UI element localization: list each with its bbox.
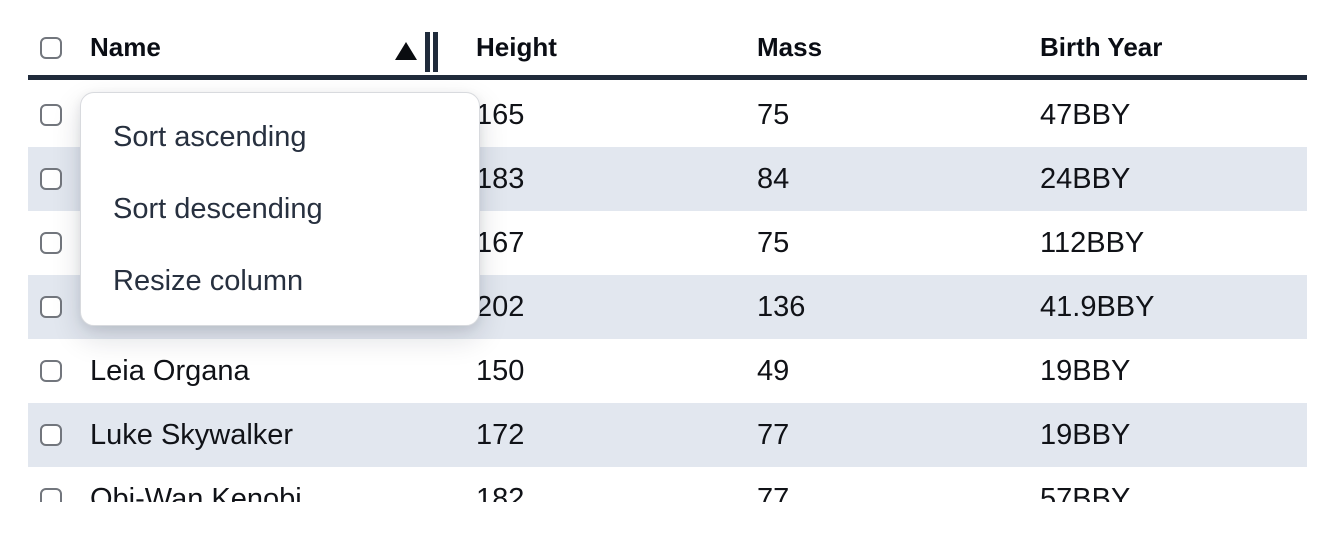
- column-header-height-label: Height: [476, 32, 557, 62]
- row-checkbox[interactable]: [40, 424, 62, 446]
- cell-birth-year: 24BBY: [1040, 162, 1131, 195]
- cell-birth-year: 19BBY: [1040, 418, 1131, 451]
- row-checkbox[interactable]: [40, 104, 62, 126]
- header-checkbox-cell: [28, 36, 90, 59]
- cell-height: 182: [476, 482, 525, 503]
- cell-mass: 77: [757, 482, 790, 503]
- cell-height: 183: [476, 162, 525, 195]
- table-row: Luke Skywalker 172 77 19BBY: [28, 403, 1307, 467]
- cell-name: Luke Skywalker: [90, 418, 294, 451]
- table-row: Leia Organa 150 49 19BBY: [28, 339, 1307, 403]
- column-header-height[interactable]: Height: [476, 32, 757, 63]
- cell-mass: 49: [757, 354, 790, 387]
- cell-name: Leia Organa: [90, 354, 250, 387]
- column-context-menu: Sort ascending Sort descending Resize co…: [80, 92, 480, 326]
- resize-bar-icon: [425, 32, 430, 72]
- table-header: Name Height Mass Birth Year: [28, 20, 1307, 80]
- cell-birth-year: 41.9BBY: [1040, 290, 1155, 323]
- cell-height: 150: [476, 354, 525, 387]
- cell-name: Obi-Wan Kenobi: [90, 482, 302, 503]
- row-checkbox[interactable]: [40, 232, 62, 254]
- column-resize-handle[interactable]: [425, 32, 438, 72]
- cell-birth-year: 112BBY: [1040, 226, 1145, 259]
- cell-height: 165: [476, 98, 525, 131]
- row-checkbox[interactable]: [40, 168, 62, 190]
- table-row: 165 75 47BBY: [28, 83, 1307, 147]
- cell-mass: 136: [757, 290, 806, 323]
- menu-item-sort-descending[interactable]: Sort descending: [113, 192, 323, 225]
- cell-mass: 75: [757, 226, 790, 259]
- cell-birth-year: 19BBY: [1040, 354, 1131, 387]
- column-header-mass-label: Mass: [757, 32, 823, 62]
- cell-height: 172: [476, 418, 525, 451]
- cell-mass: 77: [757, 418, 790, 451]
- sort-ascending-icon: [395, 42, 417, 60]
- menu-item-sort-ascending[interactable]: Sort ascending: [113, 120, 307, 153]
- column-header-birth-year-label: Birth Year: [1040, 32, 1163, 62]
- resize-bar-icon: [433, 32, 438, 72]
- cell-height: 202: [476, 290, 525, 323]
- cell-height: 167: [476, 226, 525, 259]
- column-header-mass[interactable]: Mass: [757, 32, 1040, 63]
- table-row: Obi-Wan Kenobi 182 77 57BBY: [28, 467, 1307, 502]
- column-header-name-label: Name: [90, 32, 161, 62]
- menu-item-resize-column[interactable]: Resize column: [113, 264, 304, 297]
- cell-mass: 84: [757, 162, 790, 195]
- row-checkbox[interactable]: [40, 360, 62, 382]
- cell-birth-year: 57BBY: [1040, 482, 1131, 503]
- cell-mass: 75: [757, 98, 790, 131]
- cell-birth-year: 47BBY: [1040, 98, 1131, 131]
- table-row: 167 75 112BBY: [28, 211, 1307, 275]
- row-checkbox[interactable]: [40, 488, 62, 502]
- select-all-checkbox[interactable]: [40, 36, 62, 59]
- column-header-birth-year[interactable]: Birth Year: [1040, 32, 1307, 63]
- column-header-name[interactable]: Name: [90, 32, 476, 63]
- row-checkbox[interactable]: [40, 296, 62, 318]
